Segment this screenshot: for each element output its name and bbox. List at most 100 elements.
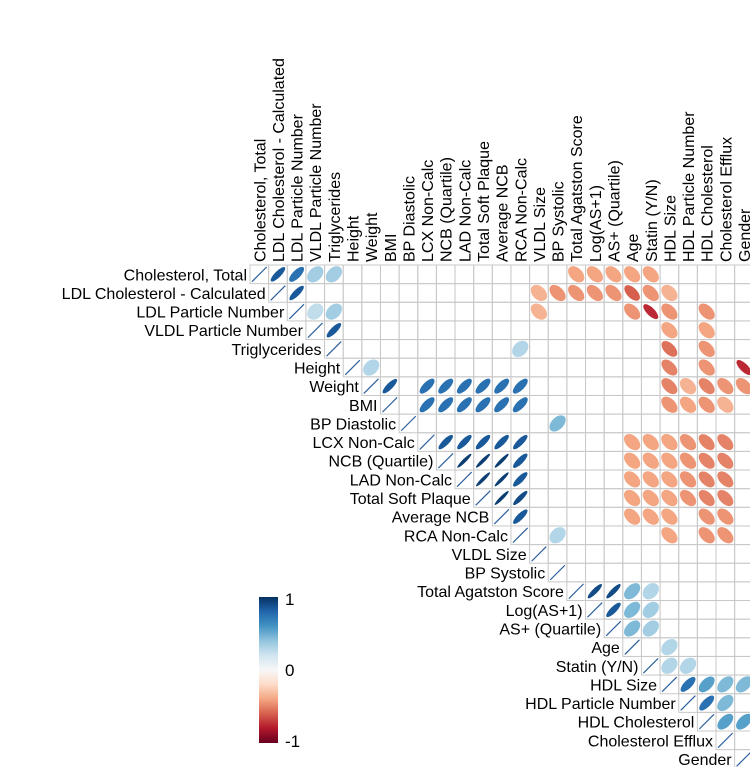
grid-cell [696, 600, 717, 620]
grid-cell [547, 301, 568, 322]
grid-cell [603, 301, 624, 322]
grid-cell [361, 264, 381, 285]
grid-cell [435, 357, 456, 378]
grid-cell [529, 450, 549, 471]
grid-cell [566, 413, 587, 434]
correlation-ellipse [549, 284, 566, 302]
grid-cell [342, 301, 363, 322]
grid-cell [361, 283, 381, 303]
grid-cell [659, 413, 680, 434]
grid-cell [398, 394, 419, 415]
correlation-ellipse [494, 453, 509, 468]
correlation-ellipse [605, 284, 622, 302]
row-label: BP Systolic [465, 566, 546, 583]
correlation-ellipse [363, 359, 380, 376]
correlation-ellipse [735, 378, 750, 395]
color-legend: 1 0 -1 [259, 590, 300, 751]
correlation-ellipse [438, 397, 454, 413]
grid-cell [603, 357, 624, 378]
grid-cell [547, 450, 568, 471]
correlation-ellipse [717, 490, 734, 506]
grid-cell [417, 357, 437, 378]
grid-cell [585, 544, 605, 564]
correlation-ellipse [717, 434, 734, 451]
correlation-ellipse [568, 266, 585, 283]
correlation-ellipse [661, 657, 678, 674]
grid-cell [659, 562, 680, 583]
correlation-ellipse [698, 452, 715, 469]
grid-cell [510, 264, 531, 285]
diagonal-line [549, 564, 566, 581]
diagonal-line [680, 695, 696, 711]
column-label: RCA Non-Calc [513, 158, 530, 262]
grid-cell [696, 581, 717, 602]
grid-cell [622, 525, 642, 546]
grid-cell [529, 413, 549, 434]
row-label: NCB (Quartile) [328, 454, 433, 471]
column-label: BMI [383, 234, 400, 262]
correlation-ellipse [325, 303, 343, 320]
grid-cell [342, 339, 363, 359]
diagonal-line [605, 620, 622, 637]
grid-cell [640, 394, 661, 415]
grid-cell [715, 544, 736, 564]
grid-cell [342, 320, 363, 341]
grid-cell [715, 339, 736, 359]
row-label: Cholesterol, Total [124, 267, 247, 284]
correlation-ellipse [661, 396, 678, 413]
correlation-ellipse [512, 340, 529, 358]
correlation-ellipse [605, 266, 622, 283]
correlation-ellipse [475, 472, 491, 487]
column-label: LCX Non-Calc [420, 160, 437, 262]
grid-cell [566, 562, 587, 583]
diagonal-line [717, 732, 734, 749]
grid-cell [622, 562, 642, 583]
correlation-ellipse [698, 490, 715, 506]
diagonal-line [437, 452, 454, 469]
correlation-ellipse [661, 508, 678, 525]
grid-cell [678, 283, 698, 303]
legend-tick-label: -1 [285, 732, 300, 751]
grid-cell [715, 562, 736, 583]
correlation-ellipse [661, 284, 678, 302]
correlation-ellipse [549, 415, 566, 432]
grid-cell [678, 600, 698, 620]
grid-cell [734, 600, 750, 620]
correlation-ellipse [624, 303, 641, 320]
column-label: Cholesterol Efflux [718, 137, 735, 262]
grid-cell [585, 357, 605, 378]
grid-cell [603, 450, 624, 471]
grid-cell [734, 301, 750, 322]
column-label: Average NCB [495, 164, 512, 262]
grid-cell [547, 339, 568, 359]
grid-cell [379, 283, 400, 303]
grid-cell [603, 320, 624, 341]
correlation-ellipse [661, 340, 678, 357]
grid-cell [696, 283, 717, 303]
correlation-ellipse [698, 359, 715, 376]
color-scale-bar [259, 597, 278, 743]
diagonal-line [307, 322, 323, 338]
grid-cell [585, 320, 605, 341]
correlation-ellipse [457, 453, 472, 468]
correlation-ellipse [530, 284, 548, 302]
grid-cell [473, 301, 493, 322]
correlation-ellipse [513, 509, 528, 524]
column-labels: Cholesterol, Total LDL Cholesterol - Calc… [252, 58, 750, 262]
correlation-ellipse [679, 471, 697, 488]
grid-cell [435, 283, 456, 303]
correlation-ellipse [698, 508, 715, 525]
grid-cell [342, 283, 363, 303]
correlation-ellipse [661, 322, 678, 339]
grid-cell [622, 413, 642, 434]
correlation-ellipse [661, 489, 678, 507]
grid-cell [398, 339, 419, 359]
grid-cell [529, 264, 549, 285]
grid-cell [603, 544, 624, 564]
grid-cell [622, 376, 642, 396]
grid-cell [547, 506, 568, 527]
grid-cell [734, 488, 750, 508]
row-label: HDL Cholesterol [578, 715, 695, 732]
grid-cell [640, 525, 661, 546]
grid-cell [715, 320, 736, 341]
